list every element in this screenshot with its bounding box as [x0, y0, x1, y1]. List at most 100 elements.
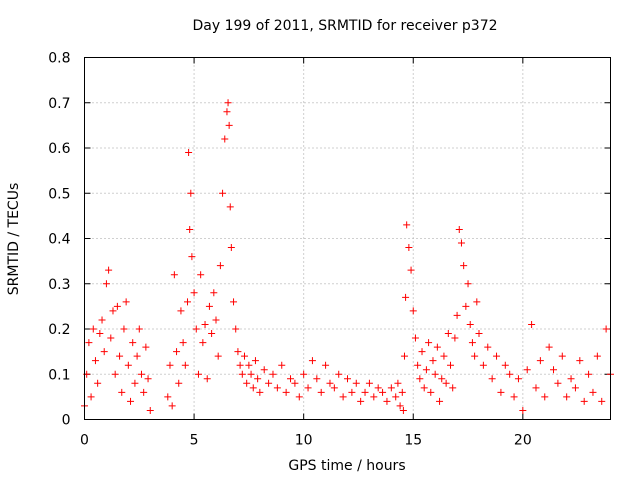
data-point — [273, 384, 281, 392]
data-point — [558, 352, 566, 360]
data-point — [223, 108, 231, 116]
data-point — [185, 149, 193, 157]
data-point — [203, 375, 211, 383]
x-tick-label: 15 — [404, 433, 422, 449]
data-point — [236, 361, 244, 369]
data-point — [403, 221, 411, 229]
data-point — [407, 266, 415, 274]
y-tick-label: 0.4 — [48, 232, 70, 248]
data-point — [571, 384, 579, 392]
chart-title: Day 199 of 2011, SRMTID for receiver p37… — [192, 18, 497, 34]
data-point — [457, 239, 465, 247]
data-point — [335, 370, 343, 378]
data-point — [214, 352, 222, 360]
data-point — [405, 244, 413, 252]
data-point — [240, 352, 248, 360]
data-point — [416, 375, 424, 383]
data-point — [120, 325, 128, 333]
data-point — [514, 375, 522, 383]
data-point — [142, 343, 150, 351]
data-point — [361, 388, 369, 396]
data-point — [379, 388, 387, 396]
data-point — [201, 320, 209, 328]
data-point — [122, 298, 130, 306]
data-point — [87, 393, 95, 401]
data-point — [146, 406, 154, 414]
data-point — [545, 343, 553, 351]
data-point — [330, 384, 338, 392]
data-point — [501, 361, 509, 369]
data-point — [528, 320, 536, 328]
data-point — [497, 388, 505, 396]
data-point — [326, 379, 334, 387]
data-point — [460, 262, 468, 270]
data-point — [300, 370, 308, 378]
data-point — [563, 393, 571, 401]
data-point — [399, 406, 407, 414]
data-point — [429, 357, 437, 365]
data-point — [116, 352, 124, 360]
data-point — [585, 370, 593, 378]
data-point — [418, 348, 426, 356]
data-point — [402, 293, 410, 301]
data-point — [107, 334, 115, 342]
x-tick-label: 0 — [80, 433, 89, 449]
data-point — [295, 393, 303, 401]
data-point — [475, 330, 483, 338]
data-point — [598, 397, 606, 405]
data-point — [221, 135, 229, 143]
data-point — [550, 366, 558, 374]
data-point — [166, 361, 174, 369]
data-point — [422, 366, 430, 374]
data-point — [173, 348, 181, 356]
data-point — [414, 361, 422, 369]
data-point — [536, 357, 544, 365]
data-point — [91, 357, 99, 365]
data-point — [127, 397, 135, 405]
data-point — [179, 339, 187, 347]
data-point — [238, 370, 246, 378]
data-point — [313, 375, 321, 383]
data-point — [181, 361, 189, 369]
data-point — [245, 361, 253, 369]
data-point — [567, 375, 575, 383]
data-point — [394, 379, 402, 387]
data-point — [451, 334, 459, 342]
data-point — [216, 262, 224, 270]
data-point — [118, 388, 126, 396]
data-point — [420, 384, 428, 392]
data-point — [230, 298, 238, 306]
data-point — [433, 343, 441, 351]
data-point — [96, 330, 104, 338]
data-point — [427, 388, 435, 396]
x-tick-label: 20 — [514, 433, 532, 449]
data-point — [447, 361, 455, 369]
data-point — [227, 244, 235, 252]
data-point — [282, 388, 290, 396]
data-point — [576, 357, 584, 365]
data-point — [232, 325, 240, 333]
data-point — [348, 388, 356, 396]
y-tick-label: 0.1 — [48, 367, 70, 383]
x-axis-label: GPS time / hours — [288, 458, 405, 474]
data-point — [94, 379, 102, 387]
data-point — [589, 388, 597, 396]
data-point — [205, 302, 213, 310]
y-tick-label: 0.7 — [48, 96, 70, 112]
data-point — [484, 343, 492, 351]
data-point — [479, 361, 487, 369]
data-point — [464, 280, 472, 288]
data-point — [208, 330, 216, 338]
data-point — [473, 298, 481, 306]
data-point — [247, 370, 255, 378]
data-point — [308, 357, 316, 365]
data-point — [455, 225, 463, 233]
data-point — [194, 370, 202, 378]
data-point — [234, 348, 242, 356]
data-point — [339, 393, 347, 401]
data-point — [135, 325, 143, 333]
data-point — [344, 375, 351, 383]
data-point — [411, 334, 419, 342]
data-point — [383, 397, 391, 405]
data-point — [449, 384, 457, 392]
